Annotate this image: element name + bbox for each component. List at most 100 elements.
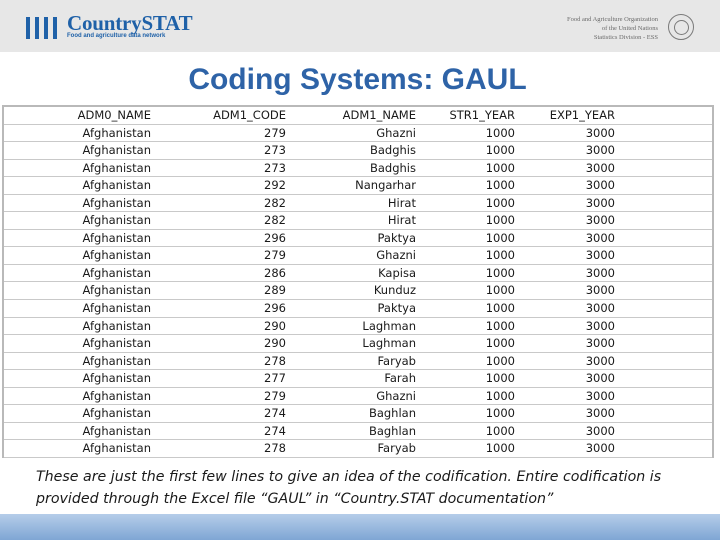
cell-adm0-name: Afghanistan (82, 213, 151, 228)
cell-exp1-year: 3000 (585, 301, 615, 316)
cell-adm1-name: Faryab (377, 353, 417, 368)
cell-adm1-name: Badghis (369, 143, 416, 158)
cell-adm1-code: 278 (264, 441, 286, 456)
org-name: Food and Agriculture Organization of the… (488, 15, 658, 42)
cell-adm0-name: Afghanistan (82, 336, 151, 351)
cell-adm0-name: Afghanistan (82, 283, 151, 298)
cell-adm1-name: Faryab (377, 441, 417, 456)
cell-adm1-code: 273 (264, 143, 286, 158)
table-row: Afghanistan 290 Laghman 1000 3000 (4, 318, 712, 336)
table-row: Afghanistan 274 Baghlan 1000 3000 (4, 423, 712, 441)
cell-adm0-name: Afghanistan (82, 143, 151, 158)
table-row: Afghanistan 282 Hirat 1000 3000 (4, 212, 712, 230)
cell-adm0-name: Afghanistan (82, 318, 151, 333)
cell-adm1-name: Badghis (369, 160, 416, 175)
cell-exp1-year: 3000 (585, 178, 615, 193)
cell-exp1-year: 3000 (585, 318, 615, 333)
table-header-row: ADM0_NAME ADM1_CODE ADM1_NAME STR1_YEAR … (4, 107, 712, 125)
cell-adm1-code: 273 (264, 160, 286, 175)
cell-str1-year: 1000 (485, 160, 515, 175)
cell-str1-year: 1000 (485, 388, 515, 403)
logo-subtitle: Food and agriculture data network (67, 33, 166, 39)
cell-adm0-name: Afghanistan (82, 178, 151, 193)
cell-str1-year: 1000 (485, 178, 515, 193)
cell-adm1-name: Nangarhar (355, 178, 416, 193)
cell-adm1-name: Farah (384, 371, 416, 386)
cell-adm1-name: Laghman (362, 336, 416, 351)
cell-str1-year: 1000 (485, 318, 515, 333)
cell-exp1-year: 3000 (585, 248, 615, 263)
table-row: Afghanistan 273 Badghis 1000 3000 (4, 142, 712, 160)
cell-adm1-code: 296 (264, 230, 286, 245)
table-row: Afghanistan 290 Laghman 1000 3000 (4, 335, 712, 353)
cell-str1-year: 1000 (485, 371, 515, 386)
table-row: Afghanistan 296 Paktya 1000 3000 (4, 300, 712, 318)
cell-exp1-year: 3000 (585, 336, 615, 351)
table-row: Afghanistan 279 Ghazni 1000 3000 (4, 125, 712, 143)
cell-str1-year: 1000 (485, 248, 515, 263)
cell-exp1-year: 3000 (585, 125, 615, 140)
cell-exp1-year: 3000 (585, 441, 615, 456)
table-row: Afghanistan 289 Kunduz 1000 3000 (4, 282, 712, 301)
cell-exp1-year: 3000 (585, 423, 615, 438)
cell-exp1-year: 3000 (585, 353, 615, 368)
cell-adm0-name: Afghanistan (82, 406, 151, 421)
cell-adm1-code: 277 (264, 371, 286, 386)
table-row: Afghanistan 277 Farah 1000 3000 (4, 370, 712, 388)
column-header-str1-year: STR1_YEAR (449, 108, 515, 122)
cell-adm1-code: 286 (264, 265, 286, 280)
fao-seal-icon (668, 14, 694, 40)
cell-adm0-name: Afghanistan (82, 230, 151, 245)
cell-str1-year: 1000 (485, 353, 515, 368)
cell-str1-year: 1000 (485, 143, 515, 158)
cell-adm1-name: Paktya (377, 301, 417, 316)
cell-adm1-name: Ghazni (376, 388, 416, 403)
cell-adm1-code: 290 (264, 318, 286, 333)
column-header-adm1-name: ADM1_NAME (342, 108, 416, 122)
table-row: Afghanistan 279 Ghazni 1000 3000 (4, 388, 712, 406)
cell-adm1-code: 296 (264, 301, 286, 316)
caption-text: These are just the first few lines to gi… (36, 469, 662, 507)
cell-adm1-name: Paktya (377, 230, 417, 245)
cell-adm0-name: Afghanistan (82, 371, 151, 386)
cell-adm1-code: 290 (264, 336, 286, 351)
cell-str1-year: 1000 (485, 265, 515, 280)
logo-title: CountrySTAT (67, 11, 193, 35)
cell-str1-year: 1000 (485, 336, 515, 351)
column-header-exp1-year: EXP1_YEAR (549, 108, 615, 122)
table-row: Afghanistan 282 Hirat 1000 3000 (4, 195, 712, 213)
cell-adm0-name: Afghanistan (82, 125, 151, 140)
cell-str1-year: 1000 (485, 441, 515, 456)
cell-adm1-code: 278 (264, 353, 286, 368)
cell-adm0-name: Afghanistan (82, 441, 151, 456)
cell-adm1-code: 274 (264, 406, 286, 421)
column-header-adm0-name: ADM0_NAME (77, 108, 151, 122)
cell-str1-year: 1000 (485, 406, 515, 421)
table-row: Afghanistan 286 Kapisa 1000 3000 (4, 265, 712, 283)
cell-exp1-year: 3000 (585, 230, 615, 245)
table-row: Afghanistan 278 Faryab 1000 3000 (4, 353, 712, 371)
table-row: Afghanistan 292 Nangarhar 1000 3000 (4, 177, 712, 195)
cell-adm0-name: Afghanistan (82, 160, 151, 175)
cell-exp1-year: 3000 (585, 406, 615, 421)
cell-str1-year: 1000 (485, 301, 515, 316)
cell-adm0-name: Afghanistan (82, 353, 151, 368)
cell-str1-year: 1000 (485, 125, 515, 140)
table-row: Afghanistan 296 Paktya 1000 3000 (4, 230, 712, 248)
cell-adm1-name: Laghman (362, 318, 416, 333)
cell-adm1-name: Kapisa (378, 265, 416, 280)
cell-adm0-name: Afghanistan (82, 388, 151, 403)
cell-adm1-code: 279 (264, 388, 286, 403)
cell-adm0-name: Afghanistan (82, 301, 151, 316)
cell-adm1-name: Baghlan (368, 406, 416, 421)
cell-str1-year: 1000 (485, 283, 515, 298)
cell-exp1-year: 3000 (585, 195, 615, 210)
org-line-1: Food and Agriculture Organization (566, 16, 658, 23)
cell-str1-year: 1000 (485, 195, 515, 210)
table-row: Afghanistan 274 Baghlan 1000 3000 (4, 405, 712, 423)
cell-adm1-code: 279 (264, 125, 286, 140)
cell-exp1-year: 3000 (585, 371, 615, 386)
header-banner: CountrySTAT Food and agriculture data ne… (0, 0, 720, 52)
table-row: Afghanistan 278 Faryab 1000 3000 (4, 440, 712, 458)
cell-adm0-name: Afghanistan (82, 265, 151, 280)
